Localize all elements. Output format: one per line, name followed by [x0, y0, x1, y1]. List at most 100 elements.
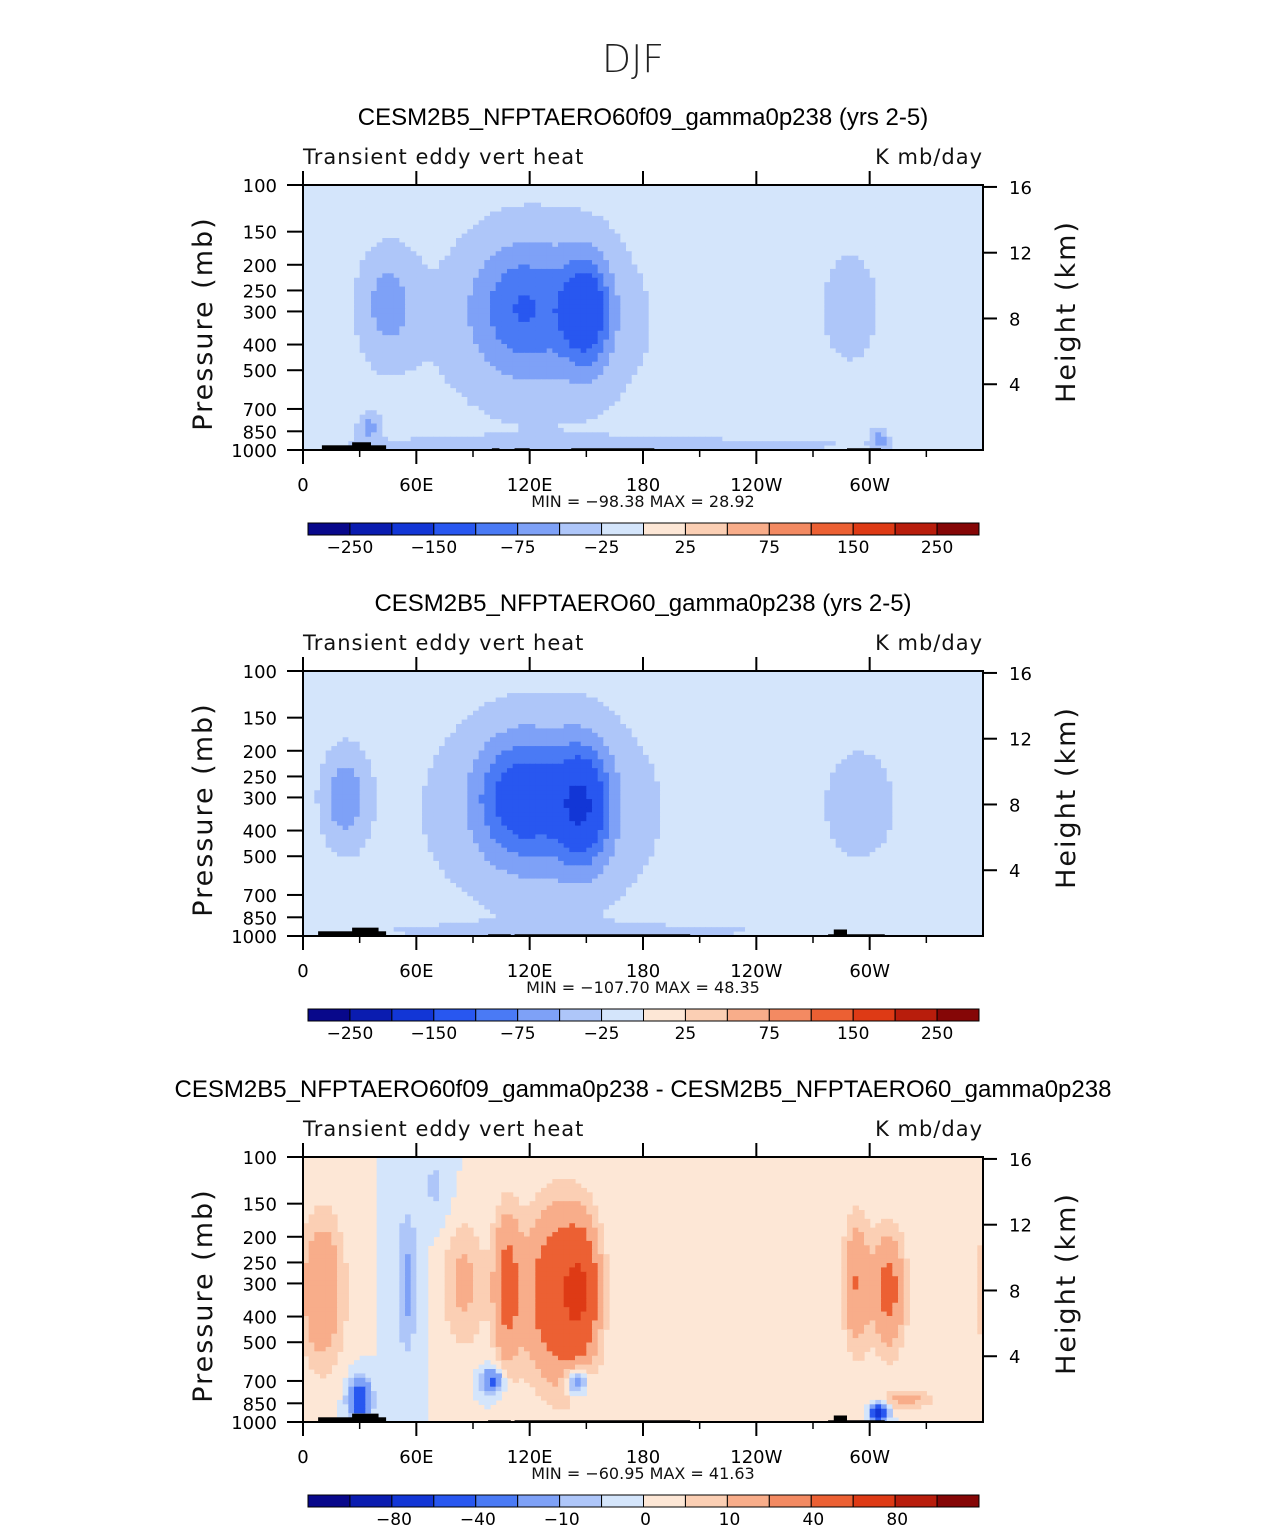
field-cell [858, 255, 865, 261]
field-cell [416, 229, 423, 235]
field-cell [898, 282, 905, 288]
field-cell [892, 361, 899, 367]
field-cell [393, 268, 400, 274]
field-cell [722, 246, 729, 252]
field-cell [365, 264, 372, 270]
field-cell [320, 268, 327, 274]
field-cell [337, 361, 344, 367]
field-cell [637, 193, 644, 199]
field-cell [592, 326, 599, 332]
field-cell [756, 233, 763, 239]
field-cell [694, 304, 701, 310]
field-cell [359, 348, 366, 354]
field-cell [405, 286, 412, 292]
field-cell [529, 255, 536, 261]
field-cell [920, 348, 927, 354]
field-cell [949, 233, 956, 239]
field-cell [314, 233, 321, 239]
field-cell [592, 361, 599, 367]
field-cell [716, 273, 723, 279]
field-cell [677, 246, 684, 252]
field-cell [303, 215, 310, 221]
field-cell [966, 357, 973, 363]
field-cell [314, 246, 321, 252]
field-cell [864, 299, 871, 305]
field-cell [648, 344, 655, 350]
field-cell [818, 229, 825, 235]
field-cell [393, 211, 400, 217]
field-cell [371, 202, 378, 208]
field-cell [824, 286, 831, 292]
field-cell [699, 326, 706, 332]
field-cell [439, 299, 446, 305]
field-cell [643, 330, 650, 336]
field-cell [586, 299, 593, 305]
field-cell [405, 202, 412, 208]
field-cell [433, 286, 440, 292]
field-cell [597, 255, 604, 261]
field-cell [376, 242, 383, 248]
field-cell [966, 215, 973, 221]
field-cell [892, 330, 899, 336]
field-cell [807, 193, 814, 199]
field-cell [841, 295, 848, 301]
field-cell [524, 366, 531, 372]
field-cell [546, 308, 553, 314]
field-cell [439, 344, 446, 350]
field-cell [444, 233, 451, 239]
field-cell [320, 215, 327, 221]
field-cell [359, 335, 366, 341]
field-cell [552, 286, 559, 292]
field-cell [563, 211, 570, 217]
field-cell [575, 220, 582, 226]
field-cell [592, 198, 599, 204]
field-cell [495, 352, 502, 358]
field-cell [637, 277, 644, 283]
field-cell [541, 330, 548, 336]
field-cell [337, 185, 344, 191]
field-cell [875, 299, 882, 305]
field-cell [694, 273, 701, 279]
field-cell [535, 193, 542, 199]
field-cell [841, 211, 848, 217]
field-cell [858, 260, 865, 266]
field-cell [864, 330, 871, 336]
field-cell [937, 326, 944, 332]
field-cell [382, 264, 389, 270]
field-cell [937, 185, 944, 191]
field-cell [484, 282, 491, 288]
field-cell [546, 224, 553, 230]
field-cell [903, 352, 910, 358]
field-cell [756, 273, 763, 279]
field-cell [671, 291, 678, 297]
field-cell [382, 246, 389, 252]
field-cell [529, 224, 536, 230]
field-cell [677, 260, 684, 266]
field-cell [688, 277, 695, 283]
field-cell [926, 352, 933, 358]
field-cell [818, 268, 825, 274]
field-cell [597, 215, 604, 221]
field-cell [779, 357, 786, 363]
field-cell [461, 242, 468, 248]
field-cell [450, 304, 457, 310]
field-cell [796, 295, 803, 301]
field-cell [563, 352, 570, 358]
field-cell [631, 207, 638, 213]
field-cell [314, 304, 321, 310]
field-cell [705, 321, 712, 327]
field-cell [626, 344, 633, 350]
field-cell [643, 366, 650, 372]
field-cell [303, 357, 310, 363]
field-cell [643, 295, 650, 301]
field-cell [461, 220, 468, 226]
field-cell [512, 317, 519, 323]
field-cell [365, 238, 372, 244]
field-cell [354, 193, 361, 199]
field-cell [337, 189, 344, 195]
field-cell [614, 299, 621, 305]
field-cell [501, 198, 508, 204]
field-cell [303, 313, 310, 319]
field-cell [416, 246, 423, 252]
field-cell [960, 198, 967, 204]
